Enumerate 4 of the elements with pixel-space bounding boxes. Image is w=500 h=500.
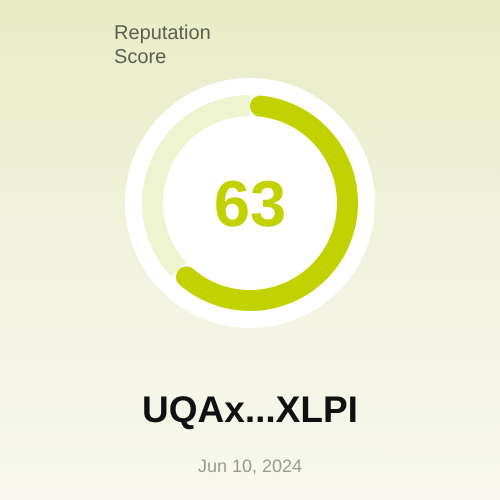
text: UQAx...XLPI <box>142 389 358 430</box>
chart-title: Reputation Score <box>114 22 211 68</box>
text: Jun 10, 2024 <box>198 456 302 476</box>
data-label: 63 <box>214 167 286 240</box>
